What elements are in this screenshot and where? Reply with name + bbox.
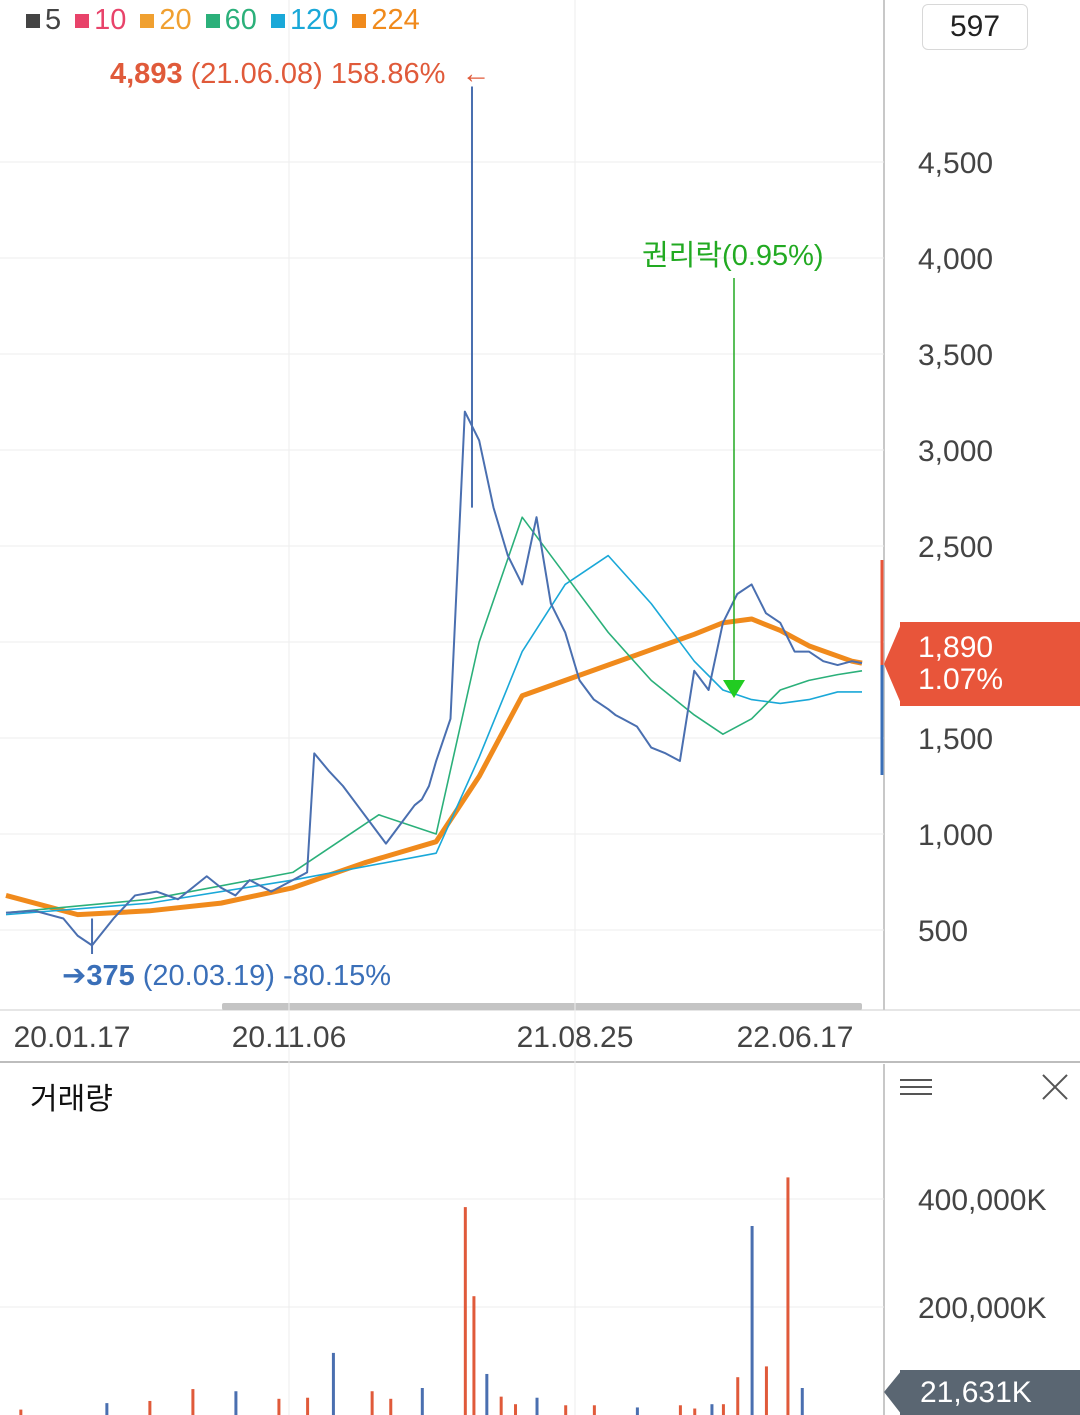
current-volume-pointer xyxy=(884,1370,902,1415)
volume-bar xyxy=(499,1396,503,1415)
volume-bar xyxy=(370,1391,374,1415)
legend-label: 120 xyxy=(289,4,339,36)
low-price-value: 375 xyxy=(86,960,135,992)
ma-line-60 xyxy=(5,516,863,914)
high-price-detail: (21.06.08) 158.86% xyxy=(190,58,446,90)
volume-bar xyxy=(710,1404,714,1415)
legend-swatch xyxy=(140,13,155,28)
volume-bar xyxy=(635,1407,639,1415)
volume-bar xyxy=(721,1404,725,1415)
legend-label: 60 xyxy=(224,4,257,36)
moving-average-legend: 5 10 20 60 120 224 xyxy=(26,4,420,37)
ma-line-224 xyxy=(5,616,863,918)
current-volume-value: 21,631K xyxy=(920,1376,1032,1409)
volume-bar xyxy=(592,1405,596,1415)
volume-tick-label: 400,000K xyxy=(918,1184,1046,1217)
volume-bar xyxy=(693,1408,697,1415)
price-tick-label: 1,500 xyxy=(918,723,993,756)
current-price-change: 1.07% xyxy=(918,663,1004,696)
price-tick-label: 3,000 xyxy=(918,435,993,468)
volume-bar xyxy=(277,1398,281,1415)
volume-bar xyxy=(331,1352,335,1415)
high-price-annotation: 4,893 (21.06.08) 158.86% ← xyxy=(110,58,490,91)
menu-icon[interactable] xyxy=(900,1074,932,1100)
volume-panel-title: 거래량 xyxy=(30,1083,113,1116)
ma-line-120 xyxy=(5,554,862,916)
close-icon[interactable] xyxy=(1040,1072,1070,1102)
legend-swatch xyxy=(26,13,40,28)
legend-item-224: 224 xyxy=(352,4,420,37)
price-tick-label: 2,500 xyxy=(918,531,993,564)
legend-item-20: 20 xyxy=(140,4,192,37)
legend-swatch xyxy=(270,13,285,28)
chart-scrollbar xyxy=(222,1003,862,1010)
volume-bar xyxy=(306,1397,310,1415)
volume-bar xyxy=(535,1397,539,1415)
right-arrow-icon: ➔ xyxy=(62,960,87,992)
x-tick-label: 20.01.17 xyxy=(14,1021,131,1054)
volume-bar xyxy=(420,1388,424,1415)
volume-bar xyxy=(800,1388,804,1415)
volume-tick-label: 200,000K xyxy=(918,1292,1046,1325)
rights-issue-annotation: 권리락(0.95%) xyxy=(642,232,824,274)
x-tick-label: 21.08.25 xyxy=(517,1021,634,1054)
period-selector[interactable]: 597 xyxy=(922,4,1028,50)
current-volume-tag: 21,631K xyxy=(900,1370,1080,1415)
volume-bar xyxy=(389,1398,393,1415)
volume-bar xyxy=(750,1226,754,1415)
volume-bar xyxy=(786,1177,790,1415)
volume-bar xyxy=(234,1391,238,1415)
legend-item-5: 5 xyxy=(26,4,61,37)
rights-issue-marker-arrow xyxy=(723,680,745,698)
low-price-detail: (20.03.19) -80.15% xyxy=(142,960,392,992)
volume-bar xyxy=(764,1366,768,1415)
legend-item-120: 120 xyxy=(270,4,339,37)
x-tick-label: 20.11.06 xyxy=(232,1021,347,1054)
volume-bar xyxy=(472,1296,476,1415)
current-price-pointer xyxy=(884,622,902,706)
price-tick-label: 1,000 xyxy=(918,819,993,852)
x-tick-label: 22.06.17 xyxy=(737,1021,854,1054)
legend-label: 20 xyxy=(159,4,192,36)
current-price-tag: 1,890 1.07% xyxy=(900,622,1080,706)
volume-bar xyxy=(736,1377,740,1415)
volume-bar xyxy=(678,1405,682,1415)
legend-swatch xyxy=(75,13,90,28)
price-tick-label: 500 xyxy=(918,915,968,948)
left-arrow-icon: ← xyxy=(461,58,491,90)
price-tick-label: 4,000 xyxy=(918,243,993,276)
high-price-value: 4,893 xyxy=(110,58,183,90)
volume-bar xyxy=(191,1389,195,1415)
legend-swatch xyxy=(352,13,367,28)
legend-item-60: 60 xyxy=(205,4,257,37)
volume-bar xyxy=(148,1400,152,1415)
volume-bar xyxy=(485,1373,489,1415)
legend-label: 10 xyxy=(94,4,127,36)
legend-item-10: 10 xyxy=(75,4,126,37)
legend-label: 224 xyxy=(371,4,420,36)
price-tick-label: 4,500 xyxy=(918,147,993,180)
legend-label: 5 xyxy=(45,4,62,36)
volume-bar xyxy=(19,1409,23,1415)
legend-swatch xyxy=(205,13,220,28)
price-tick-label: 3,500 xyxy=(918,339,993,372)
current-price-value: 1,890 xyxy=(918,631,994,664)
volume-bar xyxy=(564,1405,568,1415)
volume-bar xyxy=(463,1207,467,1415)
volume-bar xyxy=(105,1403,109,1415)
low-price-annotation: ➔375 (20.03.19) -80.15% xyxy=(62,958,391,993)
volume-bar xyxy=(514,1404,518,1415)
rights-issue-label: 권리락(0.95%) xyxy=(642,240,824,272)
